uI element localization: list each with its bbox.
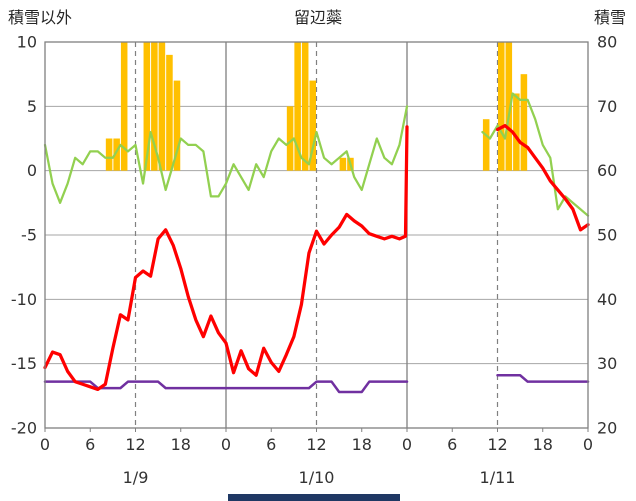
- svg-text:12: 12: [487, 435, 507, 454]
- svg-text:1/10: 1/10: [299, 468, 335, 487]
- svg-text:18: 18: [533, 435, 553, 454]
- svg-text:18: 18: [352, 435, 372, 454]
- svg-text:-10: -10: [11, 290, 37, 309]
- svg-text:10: 10: [17, 33, 37, 52]
- svg-text:1/9: 1/9: [123, 468, 149, 487]
- svg-text:12: 12: [125, 435, 145, 454]
- svg-text:50: 50: [597, 226, 617, 245]
- right-axis-title: 積雪: [593, 8, 626, 27]
- svg-text:40: 40: [597, 290, 617, 309]
- svg-text:80: 80: [597, 33, 617, 52]
- svg-text:12: 12: [306, 435, 326, 454]
- svg-text:0: 0: [221, 435, 231, 454]
- svg-text:18: 18: [171, 435, 191, 454]
- svg-text:20: 20: [597, 419, 617, 438]
- svg-text:0: 0: [27, 161, 37, 180]
- svg-text:6: 6: [266, 435, 276, 454]
- svg-text:60: 60: [597, 161, 617, 180]
- left-axis-title: 積雪以外: [8, 8, 73, 27]
- svg-text:-5: -5: [21, 226, 37, 245]
- left-axis-labels: 10 5 0 -5 -10 -15 -20: [11, 33, 37, 438]
- svg-text:70: 70: [597, 97, 617, 116]
- svg-text:0: 0: [402, 435, 412, 454]
- svg-text:0: 0: [40, 435, 50, 454]
- red-line: [43, 124, 590, 392]
- precipitation-bars: [105, 42, 528, 171]
- x-axis-labels: 0 6 12 18 0 6 12 18 0 6 12 18 0: [40, 428, 593, 454]
- svg-text:6: 6: [85, 435, 95, 454]
- bottom-accent-bar: [228, 494, 400, 501]
- svg-text:30: 30: [597, 354, 617, 373]
- svg-text:0: 0: [583, 435, 593, 454]
- svg-text:-20: -20: [11, 419, 37, 438]
- svg-text:1/11: 1/11: [480, 468, 516, 487]
- right-axis-labels: 80 70 60 50 40 30 20: [597, 33, 617, 438]
- svg-text:-15: -15: [11, 354, 37, 373]
- svg-text:6: 6: [447, 435, 457, 454]
- chart-title: 留辺蘂: [293, 8, 342, 27]
- date-labels: 1/9 1/10 1/11: [123, 468, 516, 487]
- svg-text:5: 5: [27, 97, 37, 116]
